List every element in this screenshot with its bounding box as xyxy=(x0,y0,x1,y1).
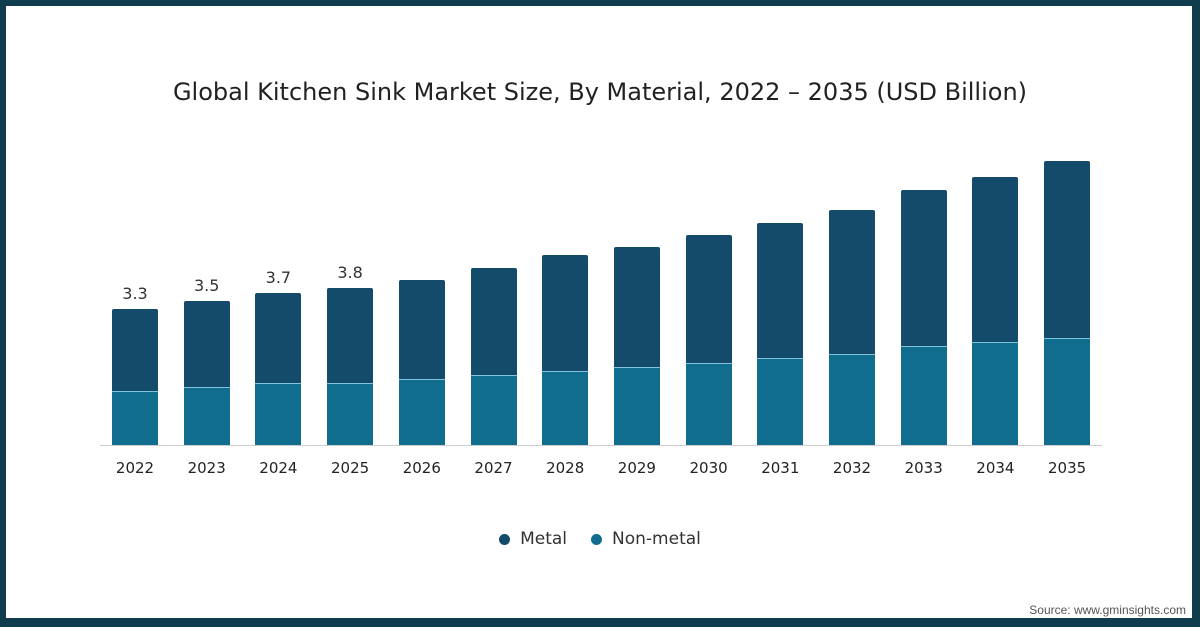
x-tick-label: 2031 xyxy=(761,459,800,477)
x-tick-label: 2026 xyxy=(402,459,441,477)
x-tick-label: 2035 xyxy=(1048,459,1087,477)
bar-segment-non-metal xyxy=(613,366,660,445)
bar-2031 xyxy=(757,222,804,445)
bar-segment-metal xyxy=(542,255,589,371)
bar-segment-metal xyxy=(183,300,230,388)
bar-segment-metal xyxy=(757,222,804,359)
bar-2034 xyxy=(972,177,1019,445)
bar-segment-non-metal xyxy=(542,370,589,445)
bar-segment-metal xyxy=(255,292,302,384)
bar-segment-non-metal xyxy=(327,383,374,445)
chart-title: Global Kitchen Sink Market Size, By Mate… xyxy=(172,78,1028,106)
bar-2030 xyxy=(685,234,732,445)
bar-segment-metal xyxy=(972,177,1019,342)
x-tick-label: 2027 xyxy=(474,459,513,477)
bar-segment-non-metal xyxy=(685,362,732,445)
bar-2035 xyxy=(1044,160,1091,445)
x-tick-label: 2023 xyxy=(187,459,226,477)
x-tick-label: 2029 xyxy=(617,459,656,477)
bar-segment-metal xyxy=(398,280,445,380)
x-axis-line xyxy=(100,445,1102,446)
bar-2033 xyxy=(900,189,947,445)
bar-segment-non-metal xyxy=(757,358,804,445)
bar-segment-metal xyxy=(327,288,374,384)
bar-segment-metal xyxy=(470,267,517,375)
bar-segment-non-metal xyxy=(1044,337,1091,445)
legend-label: Metal xyxy=(520,529,568,549)
bar-segment-non-metal xyxy=(829,354,875,445)
data-label: 3.3 xyxy=(122,284,148,304)
legend-dot-non-metal-icon xyxy=(591,533,603,545)
x-tick-label: 2028 xyxy=(546,459,585,477)
bar-segment-metal xyxy=(900,189,947,347)
bar-segment-metal xyxy=(112,309,158,392)
bar-2024 xyxy=(255,292,302,445)
bar-segment-metal xyxy=(685,234,732,363)
x-tick-label: 2025 xyxy=(331,459,370,477)
x-tick-label: 2022 xyxy=(115,459,155,477)
x-tick-label: 2032 xyxy=(832,459,872,477)
bar-2023 xyxy=(183,300,230,445)
bar-2025 xyxy=(327,288,374,445)
bar-2026 xyxy=(398,280,445,445)
bar-segment-metal xyxy=(829,210,875,355)
data-label: 3.8 xyxy=(337,263,363,283)
data-label: 3.5 xyxy=(193,275,220,295)
bar-segment-non-metal xyxy=(470,374,517,445)
bar-segment-non-metal xyxy=(183,387,230,445)
legend: Metal Non-metal xyxy=(0,529,1200,549)
bar-2032 xyxy=(829,210,875,445)
x-tick-label: 2024 xyxy=(259,459,298,477)
bar-2029 xyxy=(613,247,660,445)
bar-segment-non-metal xyxy=(972,341,1019,445)
bar-segment-metal xyxy=(613,247,660,367)
legend-item-metal: Metal xyxy=(499,529,567,549)
bar-segment-non-metal xyxy=(112,391,158,445)
bar-segment-metal xyxy=(1044,160,1091,338)
bar-2028 xyxy=(542,255,589,445)
bar-segment-non-metal xyxy=(255,383,302,445)
source-note: Source: www.gminsights.com xyxy=(1029,603,1186,617)
data-label: 3.7 xyxy=(265,267,292,287)
bar-segment-non-metal xyxy=(398,379,445,445)
legend-label: Non-metal xyxy=(612,529,701,549)
bar-2022 xyxy=(112,309,158,445)
x-tick-label: 2034 xyxy=(976,459,1015,477)
x-tick-label: 2030 xyxy=(689,459,728,477)
bar-2027 xyxy=(470,267,517,445)
legend-dot-metal-icon xyxy=(499,533,511,545)
x-tick-label: 2033 xyxy=(904,459,943,477)
bar-segment-non-metal xyxy=(900,346,947,445)
legend-item-non-metal: Non-metal xyxy=(591,529,701,549)
